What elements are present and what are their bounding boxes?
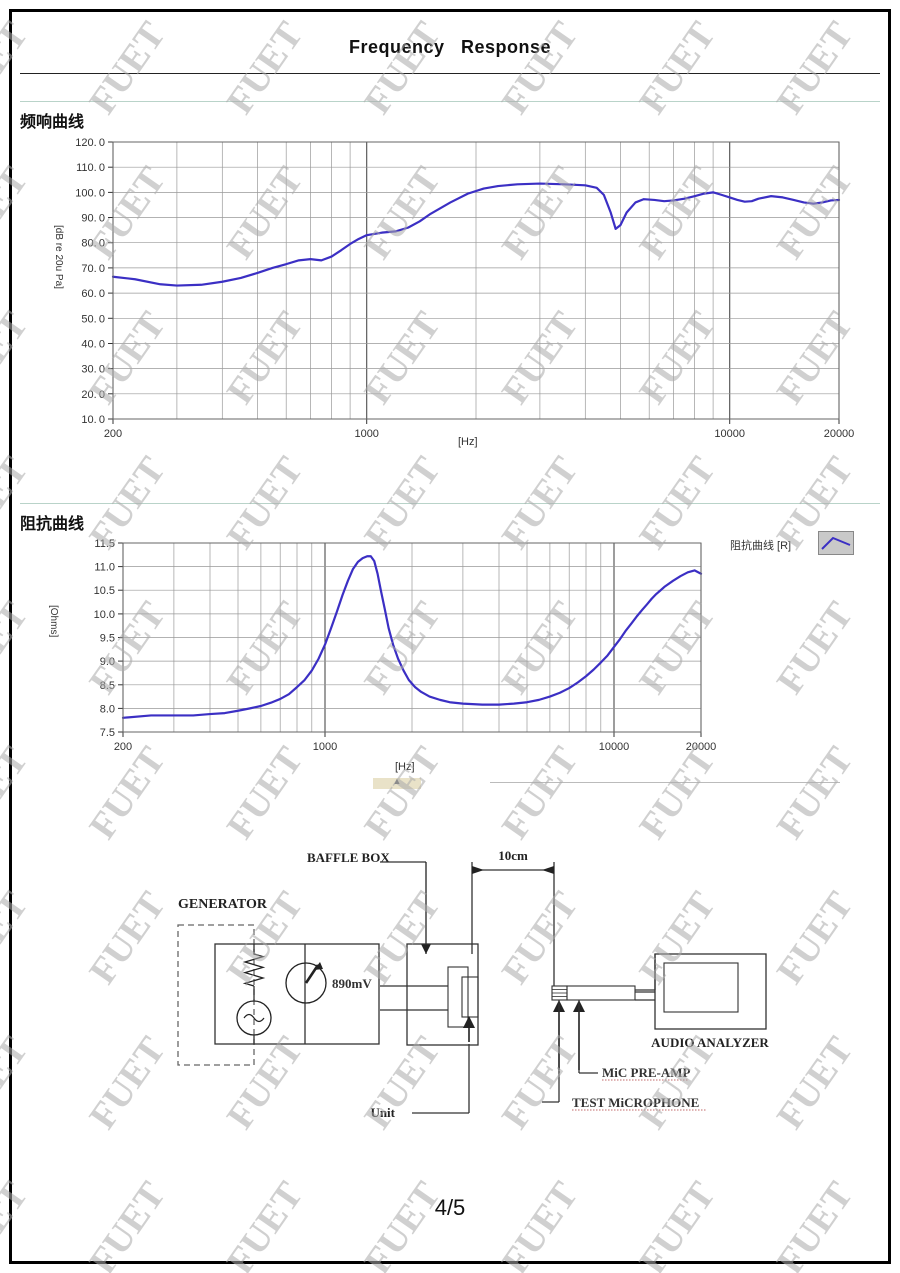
svg-text:10cm: 10cm xyxy=(498,848,528,863)
svg-text:Unit: Unit xyxy=(370,1105,395,1120)
svg-text:TEST MiCROPHONE: TEST MiCROPHONE xyxy=(572,1095,699,1110)
svg-text:MiC PRE-AMP: MiC PRE-AMP xyxy=(602,1065,691,1080)
svg-text:GENERATOR: GENERATOR xyxy=(178,897,268,912)
svg-text:AUDIO ANALYZER: AUDIO ANALYZER xyxy=(651,1035,769,1050)
svg-text:BAFFLE BOX: BAFFLE BOX xyxy=(307,850,390,865)
svg-text:890mV: 890mV xyxy=(332,976,372,991)
